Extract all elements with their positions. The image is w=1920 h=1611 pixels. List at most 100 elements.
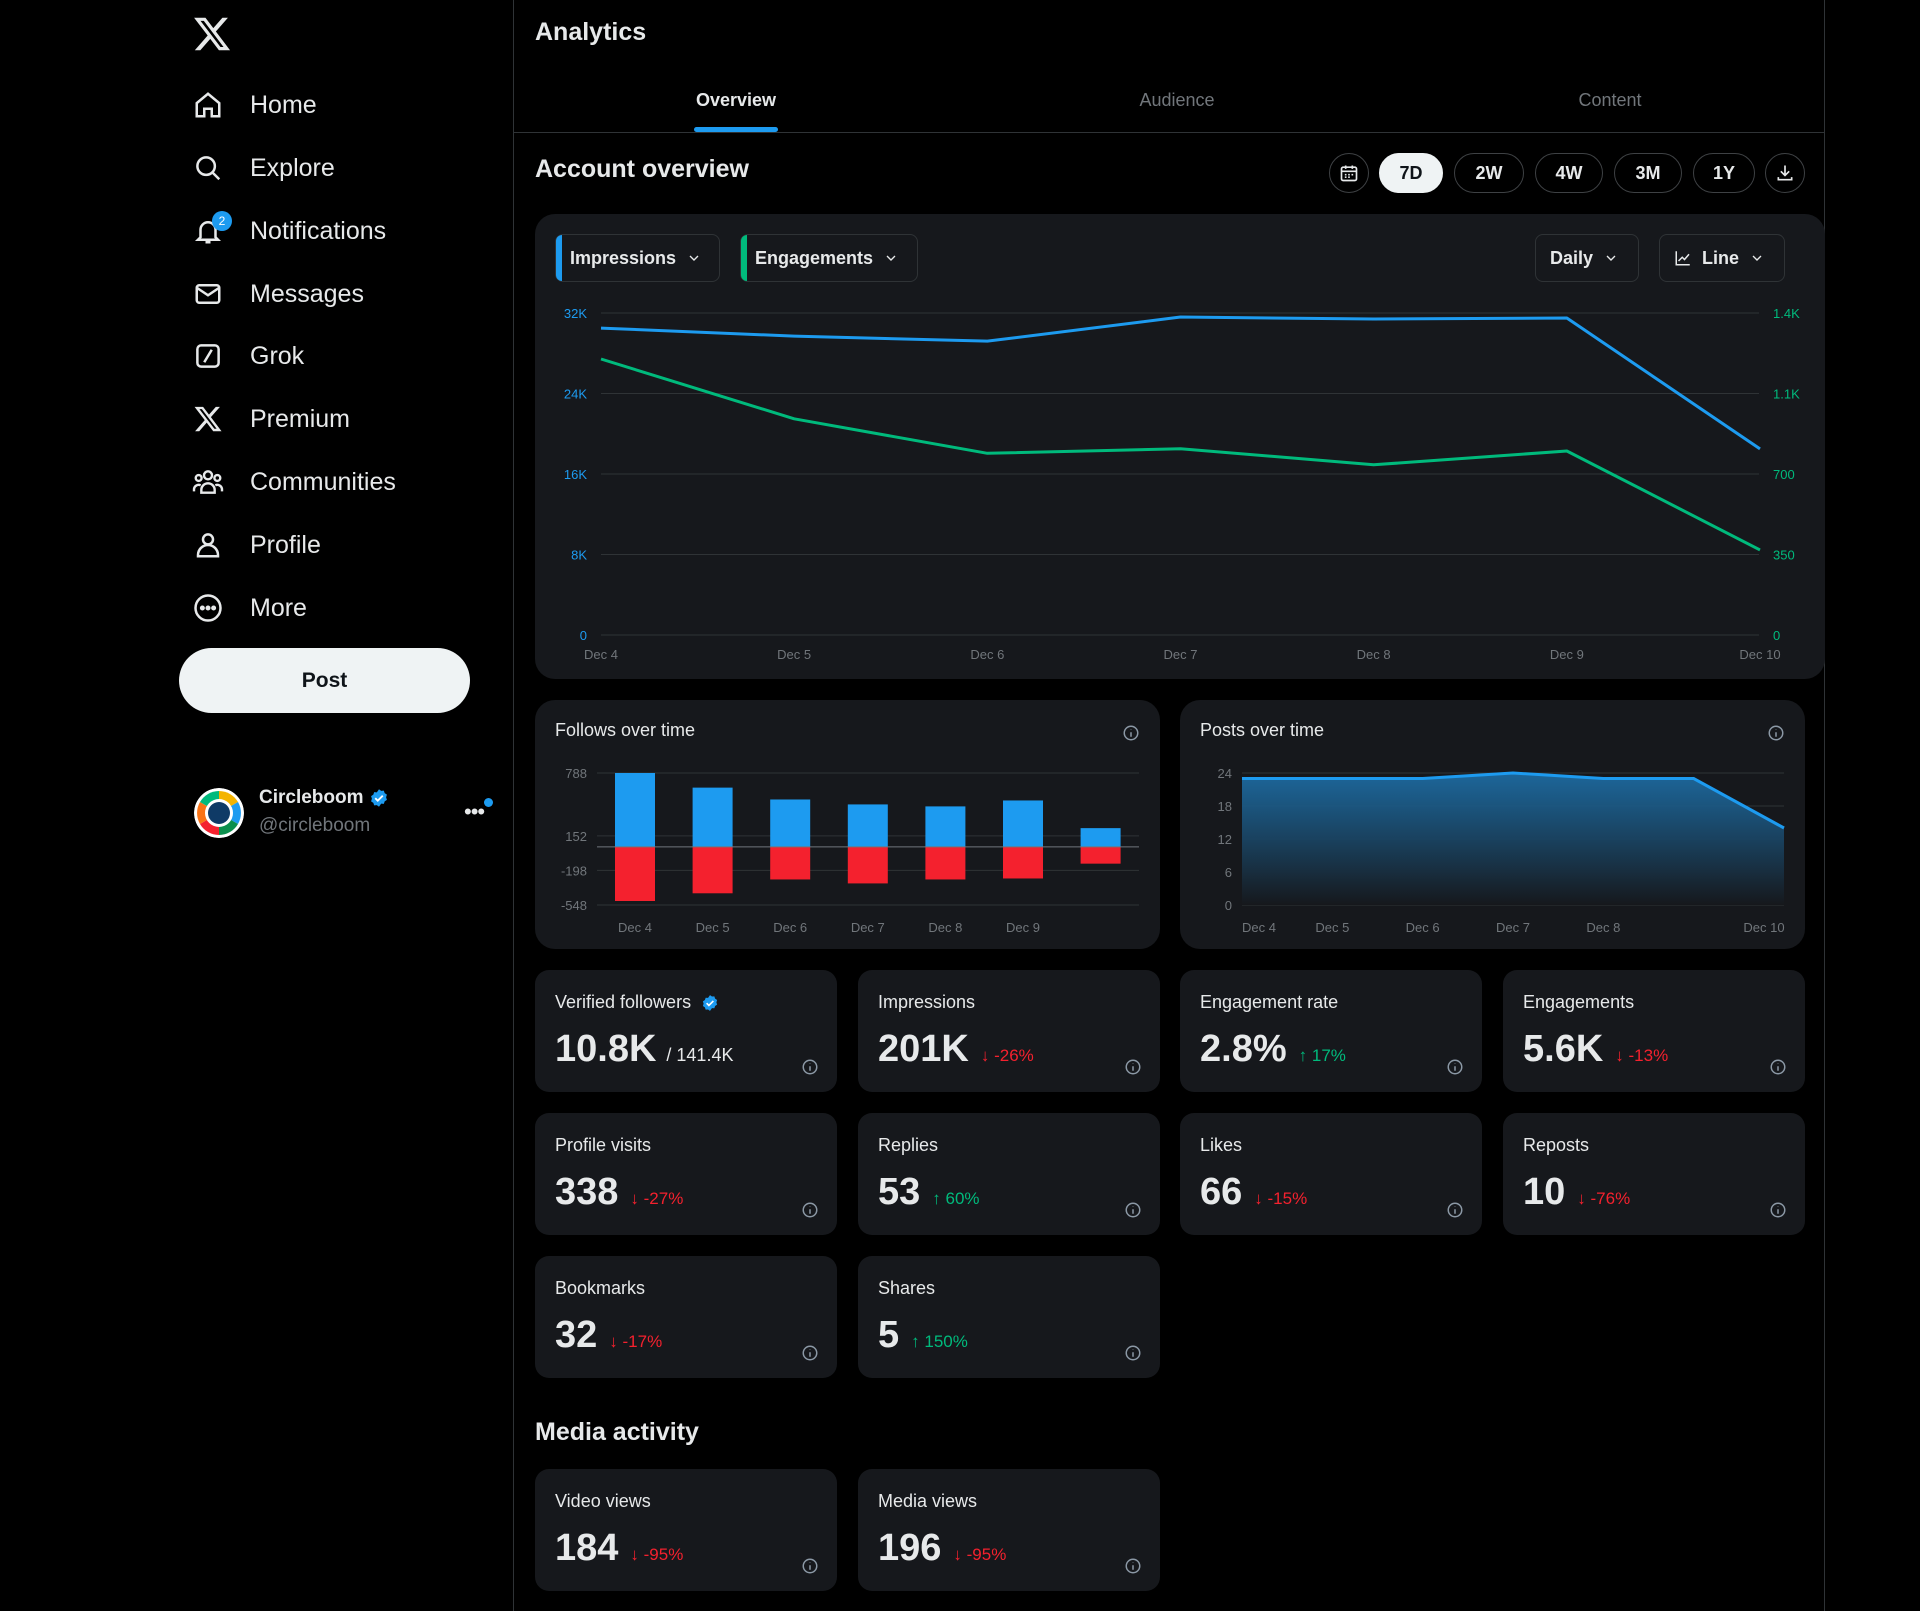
range-7d-button[interactable]: 7D (1379, 153, 1443, 193)
tab-audience[interactable]: Audience (1139, 90, 1215, 110)
metric-card[interactable]: Replies 53 ↑ 60% (858, 1113, 1160, 1235)
metric-b-dropdown[interactable]: Engagements (740, 234, 918, 282)
x-axis-tick-label: Dec 6 (1406, 920, 1440, 935)
x-axis-tick-label: Dec 8 (1357, 647, 1391, 662)
account-switcher[interactable]: Circleboom @circleboom ••• (192, 785, 497, 841)
nav-label: Profile (250, 530, 321, 559)
info-icon[interactable] (801, 1201, 819, 1219)
more-dots-icon[interactable]: ••• (464, 799, 485, 824)
range-1y-button[interactable]: 1Y (1693, 153, 1755, 193)
metric-change: ↑ 17% (1299, 1046, 1346, 1066)
info-icon[interactable] (1124, 1557, 1142, 1575)
metric-value: 66 (1200, 1171, 1243, 1213)
metric-card[interactable]: Shares 5 ↑ 150% (858, 1256, 1160, 1378)
metric-change-value: -95% (643, 1545, 684, 1564)
nav-item-more[interactable]: More (190, 580, 307, 636)
tab-overview[interactable]: Overview (695, 90, 777, 110)
nav-item-premium[interactable]: Premium (190, 391, 350, 447)
left-axis-tick-label: 24K (564, 387, 587, 402)
metric-card[interactable]: Media views 196 ↓ -95% (858, 1469, 1160, 1591)
metric-card[interactable]: Engagements 5.6K ↓ -13% (1503, 970, 1805, 1092)
range-3m-button[interactable]: 3M (1614, 153, 1682, 193)
x-axis-tick-label: Dec 5 (696, 920, 730, 935)
overview-chart-card: Impressions Engagements Daily Line 0 8K 16… (535, 214, 1825, 679)
follows-chart-card: Follows over time 788 152 -198 -548 Dec 4 Dec… (535, 700, 1160, 949)
y-axis-tick-label: 788 (565, 766, 587, 781)
metric-change-value: 17% (1311, 1046, 1346, 1065)
arrow-down-icon: ↓ (1615, 1046, 1624, 1065)
x-axis-tick-label: Dec 4 (1242, 920, 1276, 935)
metric-card[interactable]: Bookmarks 32 ↓ -17% (535, 1256, 837, 1378)
range-4w-button[interactable]: 4W (1535, 153, 1603, 193)
metric-change-value: -17% (622, 1332, 663, 1351)
follows-bar-gained (847, 804, 888, 847)
metric-label-row: Media views (878, 1491, 977, 1512)
calendar-button[interactable] (1329, 153, 1369, 193)
account-handle: @circleboom (259, 815, 371, 836)
chart-type-dropdown[interactable]: Line (1659, 234, 1785, 282)
x-logo-icon[interactable] (192, 14, 232, 54)
x-axis-tick-label: Dec 10 (1739, 647, 1780, 662)
metric-card[interactable]: Likes 66 ↓ -15% (1180, 1113, 1482, 1235)
nav-label: Home (250, 90, 317, 119)
nav-item-profile[interactable]: Profile (190, 517, 321, 573)
account-name-text: Circleboom (259, 787, 364, 808)
nav-label: Premium (250, 404, 351, 433)
nav-label: More (250, 593, 307, 622)
right-axis-tick-label: 350 (1773, 548, 1795, 563)
metric-label: Bookmarks (555, 1278, 646, 1298)
metric-value-row: 66 ↓ -15% (1200, 1171, 1307, 1214)
info-icon[interactable] (801, 1557, 819, 1575)
info-icon[interactable] (1124, 1201, 1142, 1219)
range-2w-button[interactable]: 2W (1454, 153, 1524, 193)
info-icon[interactable] (1124, 1344, 1142, 1362)
metric-label-row: Video views (555, 1491, 651, 1512)
info-icon[interactable] (1769, 1058, 1787, 1076)
nav-item-grok[interactable]: Grok (190, 328, 304, 384)
metric-label-row: Engagements (1523, 992, 1634, 1013)
info-icon[interactable] (801, 1344, 819, 1362)
x-axis-tick-label: Dec 7 (1496, 920, 1530, 935)
nav-item-communities[interactable]: Communities (190, 454, 396, 510)
metric-change-value: -13% (1628, 1046, 1669, 1065)
metric-value-row: 10.8K / 141.4K (555, 1028, 733, 1071)
x-axis-tick-label: Dec 7 (851, 920, 885, 935)
info-icon[interactable] (1122, 724, 1140, 742)
post-button[interactable]: Post (179, 648, 470, 713)
metric-change: ↓ -26% (981, 1046, 1034, 1066)
download-button[interactable] (1765, 153, 1805, 193)
tab-content[interactable]: Content (1578, 90, 1642, 110)
metric-card[interactable]: Video views 184 ↓ -95% (535, 1469, 837, 1591)
info-icon[interactable] (1767, 724, 1785, 742)
nav-item-home[interactable]: Home (190, 77, 317, 133)
verified-badge-icon (370, 789, 387, 807)
metric-card[interactable]: Reposts 10 ↓ -76% (1503, 1113, 1805, 1235)
follows-bar-gained (1003, 800, 1043, 847)
info-icon[interactable] (1446, 1058, 1464, 1076)
interval-dropdown[interactable]: Daily (1535, 234, 1639, 282)
metric-label: Media views (878, 1491, 978, 1511)
x-axis-tick-label: Dec 9 (1006, 920, 1040, 935)
metric-label-row: Shares (878, 1278, 935, 1299)
nav-item-explore[interactable]: Explore (190, 140, 335, 196)
nav-item-notifications[interactable]: 2 Notifications (190, 203, 386, 259)
metric-value-row: 201K ↓ -26% (878, 1028, 1034, 1071)
verified-badge-icon (702, 994, 718, 1011)
info-icon[interactable] (801, 1058, 819, 1076)
arrow-down-icon: ↓ (953, 1545, 962, 1564)
info-icon[interactable] (1769, 1201, 1787, 1219)
info-icon[interactable] (1124, 1058, 1142, 1076)
metric-card[interactable]: Profile visits 338 ↓ -27% (535, 1113, 837, 1235)
metric-a-dropdown[interactable]: Impressions (555, 234, 720, 282)
info-icon[interactable] (1446, 1201, 1464, 1219)
x-axis-tick-label: Dec 8 (928, 920, 962, 935)
overview-line-chart: 0 8K 16K 24K 32K 0 350 700 1.1K 1.4K Dec 4 Dec 5 Dec… (564, 306, 1800, 662)
active-tab-indicator (694, 127, 778, 132)
metric-value-row: 2.8% ↑ 17% (1200, 1028, 1346, 1071)
nav-item-messages[interactable]: Messages (190, 266, 364, 322)
metric-change: ↓ -27% (630, 1189, 683, 1209)
metric-card[interactable]: Impressions 201K ↓ -26% (858, 970, 1160, 1092)
metric-card[interactable]: Verified followers 10.8K / 141.4K (535, 970, 837, 1092)
metric-card[interactable]: Engagement rate 2.8% ↑ 17% (1180, 970, 1482, 1092)
metric-label: Verified followers (555, 992, 692, 1012)
